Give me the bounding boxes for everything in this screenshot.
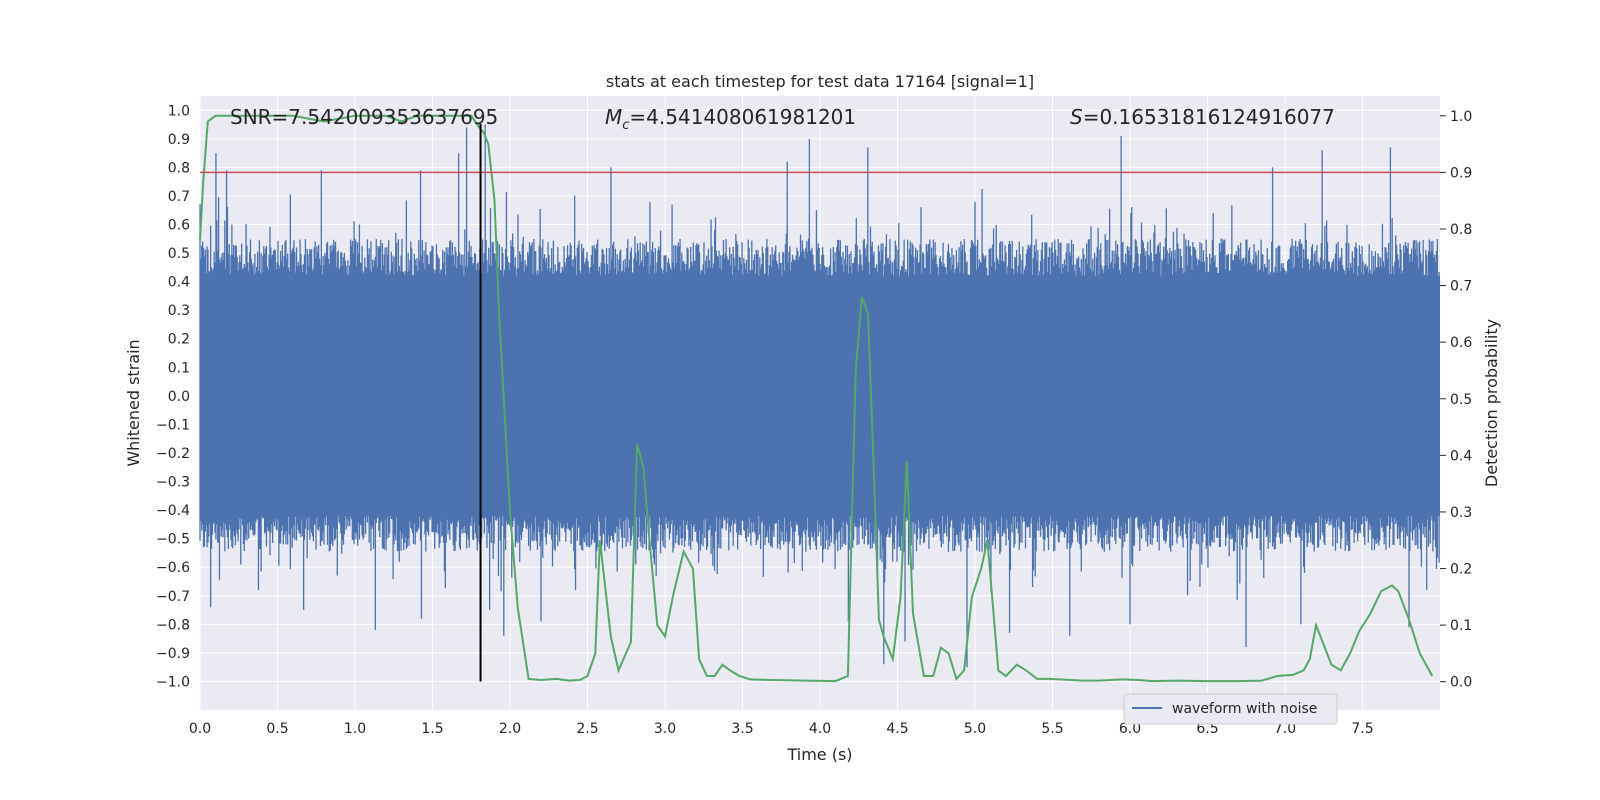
x-tick-label: 2.0 (499, 721, 521, 737)
legend-box (1123, 693, 1338, 725)
y-right-tick-label: 0.6 (1450, 335, 1472, 351)
y-right-tick-label: 0.4 (1450, 448, 1472, 464)
x-tick-label: 1.0 (344, 721, 366, 737)
x-axis-label: Time (s) (786, 745, 852, 764)
waveform-series (199, 124, 1440, 668)
y-right-tick-label: 0.8 (1450, 222, 1472, 238)
y-left-axis-ticks: −1.0 −0.9 −0.8 −0.7 −0.6 −0.5 −0.4 −0.3 −0.2 −0.1… (156, 103, 190, 690)
y-left-tick-label: −0.7 (156, 589, 190, 605)
chirp-mass-annotation: Mc=4.541408061981201 (605, 105, 856, 133)
legend-label: waveform with noise (1172, 701, 1317, 717)
x-tick-label: 3.5 (731, 721, 753, 737)
y-left-tick-label: −0.6 (156, 560, 190, 576)
s-value: =0.16531816124916077 (1083, 105, 1335, 129)
y-right-tick-label: 0.0 (1450, 675, 1472, 691)
y-left-tick-label: −0.9 (156, 646, 190, 662)
y-right-axis-label: Detection probability (1482, 319, 1501, 487)
y-left-tick-label: 0.6 (168, 218, 190, 234)
x-axis-ticks: 0.0 0.5 1.0 1.5 2.0 2.5 3.0 3.5 4.0 4.5 5.0 5.5 6.0 6… (189, 721, 1374, 737)
y-left-tick-label: −1.0 (156, 674, 190, 690)
x-tick-label: 7.5 (1351, 721, 1373, 737)
y-right-tick-label: 0.7 (1450, 279, 1472, 295)
x-tick-label: 4.0 (809, 721, 831, 737)
y-left-tick-label: −0.5 (156, 532, 190, 548)
y-right-tick-label: 0.2 (1450, 562, 1472, 578)
y-left-tick-label: 0.8 (168, 160, 190, 176)
y-left-tick-label: 0.1 (168, 360, 190, 376)
chirp-mass-subscript: c (622, 118, 629, 133)
s-annotation: S=0.16531816124916077 (1070, 105, 1335, 129)
x-tick-label: 6.0 (1119, 721, 1141, 737)
x-tick-label: 6.5 (1196, 721, 1218, 737)
x-tick-label: 0.5 (266, 721, 288, 737)
s-symbol: S (1070, 105, 1083, 129)
y-right-axis-ticks: 0.0 0.1 0.2 0.3 0.4 0.5 0.6 0.7 0.8 0.9 1.0 (1440, 109, 1472, 691)
y-left-tick-label: 0.4 (168, 275, 190, 291)
y-left-tick-label: 0.9 (168, 132, 190, 148)
y-right-tick-label: 1.0 (1450, 109, 1472, 125)
y-left-tick-label: −0.3 (156, 475, 190, 491)
chirp-mass-symbol: M (605, 105, 622, 129)
x-tick-label: 1.5 (421, 721, 443, 737)
x-tick-label: 2.5 (576, 721, 598, 737)
y-left-tick-label: 1.0 (168, 103, 190, 119)
x-tick-label: 0.0 (189, 721, 211, 737)
detection-probability-line (199, 114, 1434, 683)
y-left-tick-label: −0.2 (156, 446, 190, 462)
chart-title: stats at each timestep for test data 171… (606, 72, 1034, 91)
x-tick-label: 5.5 (1041, 721, 1063, 737)
x-tick-label: 5.0 (964, 721, 986, 737)
y-left-tick-label: 0.2 (168, 332, 190, 348)
y-left-tick-label: 0.3 (168, 303, 190, 319)
legend: waveform with noise (1123, 693, 1338, 725)
chirp-mass-value: =4.541408061981201 (629, 105, 856, 129)
y-right-tick-label: 0.5 (1450, 392, 1472, 408)
x-tick-label: 4.5 (886, 721, 908, 737)
y-right-tick-label: 0.9 (1450, 165, 1472, 181)
y-left-tick-label: −0.8 (156, 617, 190, 633)
y-right-tick-label: 0.3 (1450, 505, 1472, 521)
markers (200, 124, 1440, 682)
snr-annotation: SNR=7.542009353637695 (230, 105, 498, 129)
x-tick-label: 7.0 (1274, 721, 1296, 737)
y-right-tick-label: 0.1 (1450, 618, 1472, 634)
y-left-tick-label: 0.0 (168, 389, 190, 405)
y-left-tick-label: 0.5 (168, 246, 190, 262)
detection-probability-series (199, 114, 1434, 683)
y-left-axis-label: Whitened strain (124, 339, 143, 466)
y-left-tick-label: −0.4 (156, 503, 190, 519)
x-tick-label: 3.0 (654, 721, 676, 737)
y-left-tick-label: 0.7 (168, 189, 190, 205)
y-left-tick-label: −0.1 (156, 417, 190, 433)
